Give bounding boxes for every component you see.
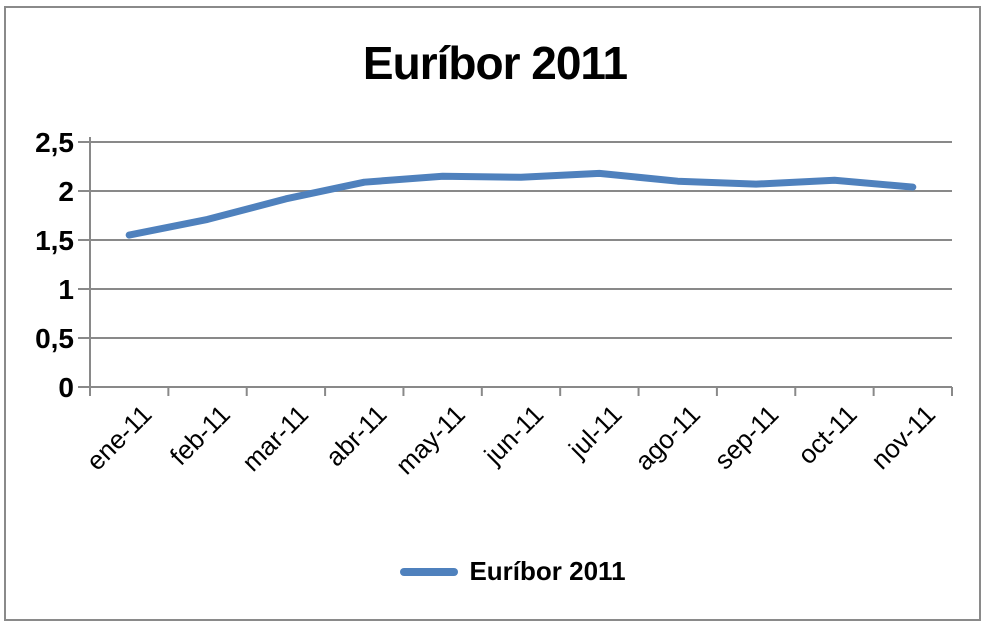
x-axis-category-label: abr-11 <box>320 399 393 472</box>
legend-line-swatch <box>400 567 459 576</box>
y-axis-tick-label: 2 <box>58 176 74 207</box>
x-axis-category-label: may-11 <box>390 399 471 480</box>
y-axis-tick-label: 1 <box>58 274 74 305</box>
x-axis-category-label: ago-11 <box>629 399 706 476</box>
x-axis-category-label: feb-11 <box>164 399 236 471</box>
y-axis-tick-label: 1,5 <box>35 225 74 256</box>
x-axis-category-label: jul-11 <box>562 399 628 465</box>
chart-title: Euríbor 2011 <box>362 37 628 89</box>
y-axis-tick-label: 0,5 <box>35 323 74 354</box>
legend[interactable]: Euríbor 2011 <box>18 556 990 587</box>
legend-label: Euríbor 2011 <box>469 556 626 586</box>
x-axis-category-label: mar-11 <box>236 399 314 477</box>
y-axis-tick-label: 0 <box>58 372 74 403</box>
x-axis-category-label: nov-11 <box>865 399 941 475</box>
x-axis-category-label: ene-11 <box>80 399 157 476</box>
y-axis-tick-label: 2,5 <box>35 127 74 158</box>
series-line[interactable] <box>125 169 917 239</box>
x-axis-category-label: oct-11 <box>792 399 863 470</box>
x-axis-category-label: sep-11 <box>708 399 784 475</box>
x-axis-category-label: jun-11 <box>478 399 550 471</box>
